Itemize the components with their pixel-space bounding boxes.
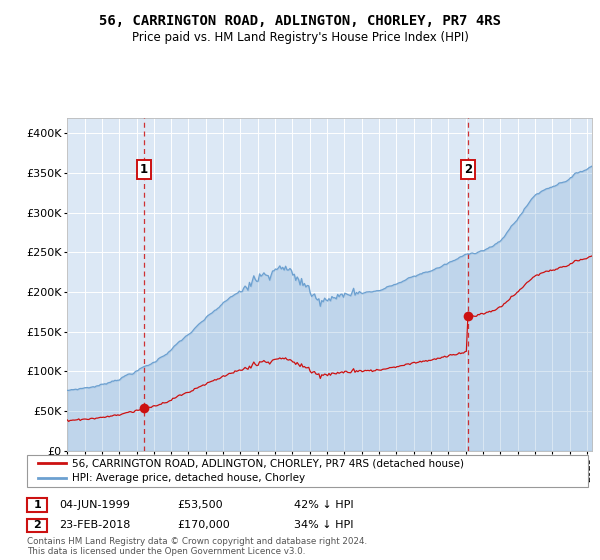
Text: £170,000: £170,000 — [177, 520, 230, 530]
Text: 1: 1 — [140, 163, 148, 176]
Text: 1: 1 — [34, 500, 41, 510]
Text: 04-JUN-1999: 04-JUN-1999 — [59, 500, 130, 510]
Text: Contains HM Land Registry data © Crown copyright and database right 2024.
This d: Contains HM Land Registry data © Crown c… — [27, 536, 367, 556]
Text: HPI: Average price, detached house, Chorley: HPI: Average price, detached house, Chor… — [72, 473, 305, 483]
Text: Price paid vs. HM Land Registry's House Price Index (HPI): Price paid vs. HM Land Registry's House … — [131, 31, 469, 44]
Text: 23-FEB-2018: 23-FEB-2018 — [59, 520, 130, 530]
Text: 34% ↓ HPI: 34% ↓ HPI — [294, 520, 353, 530]
Text: £53,500: £53,500 — [177, 500, 223, 510]
Text: 42% ↓ HPI: 42% ↓ HPI — [294, 500, 353, 510]
Text: 2: 2 — [464, 163, 472, 176]
Text: 56, CARRINGTON ROAD, ADLINGTON, CHORLEY, PR7 4RS (detached house): 56, CARRINGTON ROAD, ADLINGTON, CHORLEY,… — [72, 459, 464, 469]
Text: 2: 2 — [34, 520, 41, 530]
Text: 56, CARRINGTON ROAD, ADLINGTON, CHORLEY, PR7 4RS: 56, CARRINGTON ROAD, ADLINGTON, CHORLEY,… — [99, 14, 501, 28]
